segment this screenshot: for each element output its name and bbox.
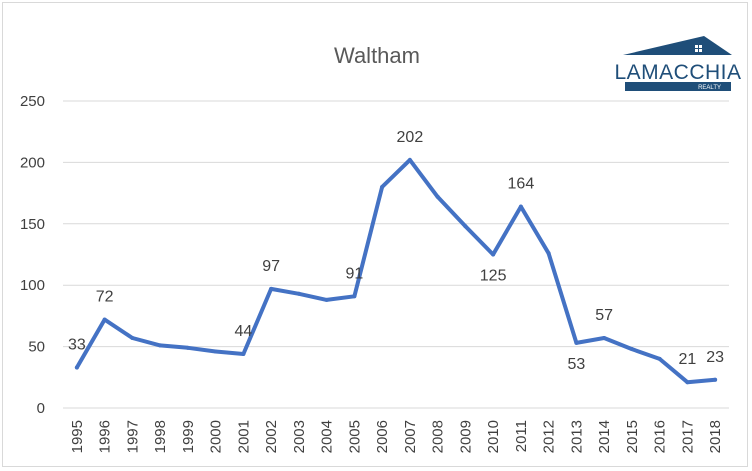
data-label: 53	[567, 356, 585, 373]
data-point	[269, 286, 274, 291]
x-tick-label: 2018	[707, 420, 724, 453]
data-point	[296, 291, 301, 296]
data-point	[407, 157, 412, 162]
x-tick-label: 2003	[291, 420, 308, 453]
data-label: 44	[234, 323, 252, 340]
x-tick-label: 1998	[152, 420, 169, 453]
data-point	[463, 224, 468, 229]
series-line	[74, 157, 718, 385]
logo-band	[625, 82, 731, 91]
logo-subtitle: REALTY	[698, 85, 721, 91]
y-tick-label: 250	[20, 93, 45, 110]
logo-window-icon	[695, 45, 698, 48]
data-point	[629, 347, 634, 352]
x-axis-ticks: 1995 1996 1997 1998 1999 2000 2001 2002 2003 2004…	[69, 420, 724, 453]
x-tick-label: 2004	[319, 420, 336, 453]
x-tick-label: 1997	[124, 420, 141, 453]
data-point	[380, 184, 385, 189]
logo-roof-icon	[623, 36, 732, 55]
y-tick-label: 0	[37, 400, 45, 417]
x-tick-label: 2017	[679, 420, 696, 453]
data-point	[491, 252, 496, 257]
data-point	[185, 345, 190, 350]
x-tick-label: 2013	[568, 420, 585, 453]
gridlines	[63, 100, 729, 409]
x-tick-label: 2006	[374, 420, 391, 453]
data-point	[102, 317, 107, 322]
x-tick-label: 2010	[485, 420, 502, 453]
x-tick-label: 2000	[208, 420, 225, 453]
y-tick-label: 50	[28, 339, 45, 356]
data-point	[352, 294, 357, 299]
data-point	[574, 340, 579, 345]
data-label: 91	[345, 265, 363, 282]
series-layer	[74, 157, 718, 385]
data-point	[324, 297, 329, 302]
x-tick-label: 2008	[430, 420, 447, 453]
data-label: 125	[480, 268, 507, 285]
company-logo: LAMACCHIA REALTY	[614, 36, 741, 91]
data-point	[713, 377, 718, 382]
x-tick-label: 2011	[513, 420, 530, 452]
x-tick-label: 2007	[402, 420, 419, 453]
data-label: 23	[706, 349, 724, 366]
data-point	[213, 349, 218, 354]
x-tick-label: 1999	[180, 420, 197, 453]
data-label: 97	[262, 258, 280, 275]
data-label: 202	[397, 129, 424, 146]
data-point	[158, 343, 163, 348]
chart-frame: 0 50 100 150 200 250 1995 1996 1997 1998 1999 2000…	[2, 2, 748, 467]
x-tick-label: 2012	[541, 420, 558, 453]
logo-wordmark: LAMACCHIA	[614, 61, 741, 84]
y-tick-label: 150	[20, 216, 45, 233]
x-tick-label: 2002	[263, 420, 280, 453]
x-tick-label: 2014	[596, 420, 613, 453]
data-point	[657, 356, 662, 361]
x-tick-label: 2016	[652, 420, 669, 453]
data-point	[518, 204, 523, 209]
line-chart: 0 50 100 150 200 250 1995 1996 1997 1998 1999 2000…	[20, 36, 741, 453]
data-labels: 33 72 44 97 91 202 125 164 53 57 21 23	[68, 129, 724, 373]
x-tick-label: 2001	[235, 420, 252, 453]
y-axis-ticks: 0 50 100 150 200 250	[20, 93, 45, 417]
data-label: 33	[68, 336, 86, 353]
data-label: 57	[595, 307, 613, 324]
data-point	[74, 365, 79, 370]
x-tick-label: 1995	[69, 420, 86, 453]
data-label: 21	[678, 351, 696, 368]
data-point	[130, 336, 135, 341]
data-point	[241, 351, 246, 356]
data-point	[602, 336, 607, 341]
chart-title: Waltham	[334, 43, 420, 68]
data-point	[546, 251, 551, 256]
x-tick-label: 2009	[457, 420, 474, 453]
x-tick-label: 2015	[624, 420, 641, 453]
y-tick-label: 100	[20, 277, 45, 294]
x-tick-label: 2005	[346, 420, 363, 453]
data-point	[685, 380, 690, 385]
data-label: 72	[96, 289, 114, 306]
data-label: 164	[508, 176, 535, 193]
data-point	[435, 194, 440, 199]
y-tick-label: 200	[20, 154, 45, 171]
x-tick-label: 1996	[97, 420, 114, 453]
